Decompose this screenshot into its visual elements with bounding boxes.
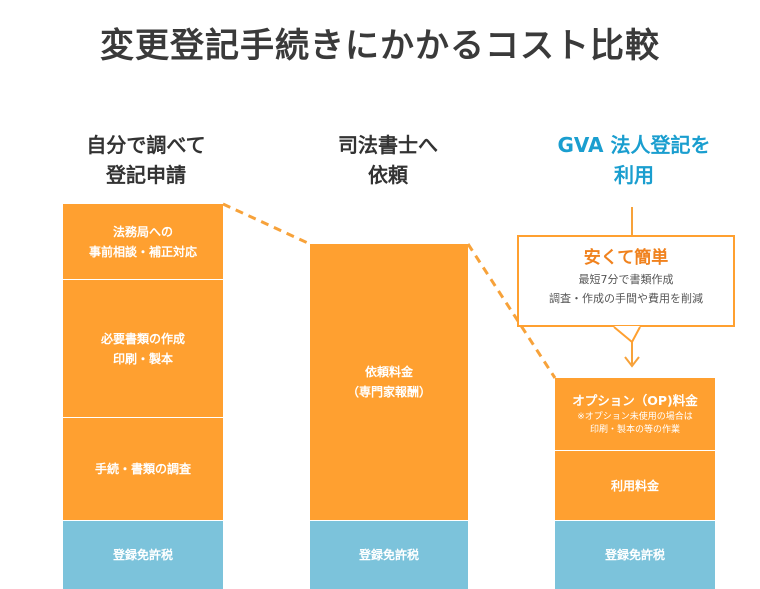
column-heading-line: 利用: [614, 163, 654, 187]
bar-segment-document-creation: 必要書類の作成 印刷・製本: [63, 279, 223, 417]
dashed-connector: [466, 243, 557, 379]
segment-label: 依頼料金: [364, 365, 413, 379]
dashed-connector: [222, 202, 311, 246]
column-heading-line: 自分で調べて: [86, 133, 206, 157]
segment-label: 必要書類の作成: [100, 331, 185, 346]
column-heading-scrivener: 司法書士へ 依頼: [288, 130, 488, 190]
segment-label: 登録免許税: [112, 548, 173, 562]
bar-segment-registration-tax: 登録免許税: [63, 520, 223, 589]
column-heading-line: 司法書士へ: [338, 133, 438, 157]
segment-label: 登録免許税: [604, 548, 665, 562]
column-heading-gva: GVA 法人登記を 利用: [534, 130, 734, 190]
page-title: 変更登記手続きにかかるコスト比較: [100, 26, 660, 66]
bar-segment-usage-fee: 利用料金: [555, 450, 715, 520]
segment-note: ※オプション未使用の場合は: [577, 412, 693, 422]
segment-label: 利用料金: [610, 478, 659, 493]
segment-label: （専門家報酬）: [346, 385, 431, 399]
callout-box: 安くて簡単 最短7分で書類作成 調査・作成の手間や費用を削減: [517, 235, 735, 327]
bar-segment-option-fee: オプション（OP)料金 ※オプション未使用の場合は 印刷・製本の等の作業: [555, 378, 715, 450]
bar-segment-consultation: 法務局への 事前相談・補正対応: [63, 204, 223, 279]
callout-title: 安くて簡単: [583, 248, 669, 268]
bar-segment-registration-tax: 登録免許税: [310, 520, 468, 589]
segment-note: 印刷・製本の等の作業: [589, 425, 680, 435]
segment-label: 法務局への: [112, 224, 173, 239]
segment-label: 手続・書類の調査: [94, 462, 191, 476]
bar-segment-registration-tax: 登録免許税: [555, 520, 715, 589]
column-heading-line: GVA 法人登記を: [557, 133, 711, 157]
bar-segment-professional-fee: 依頼料金 （専門家報酬）: [310, 244, 468, 520]
bar-segment-research: 手続・書類の調査: [63, 417, 223, 520]
column-heading-line: 登記申請: [106, 163, 186, 187]
segment-label: 事前相談・補正対応: [88, 244, 197, 259]
segment-label: 登録免許税: [358, 548, 419, 562]
callout-line: 最短7分で書類作成: [578, 273, 674, 286]
callout-line: 調査・作成の手間や費用を削減: [549, 292, 703, 305]
segment-label: 印刷・製本: [112, 351, 173, 366]
column-heading-self: 自分で調べて 登記申請: [46, 130, 246, 190]
arrow-head-icon: [624, 356, 640, 368]
segment-label: オプション（OP)料金: [572, 393, 698, 408]
column-heading-line: 依頼: [368, 163, 408, 187]
